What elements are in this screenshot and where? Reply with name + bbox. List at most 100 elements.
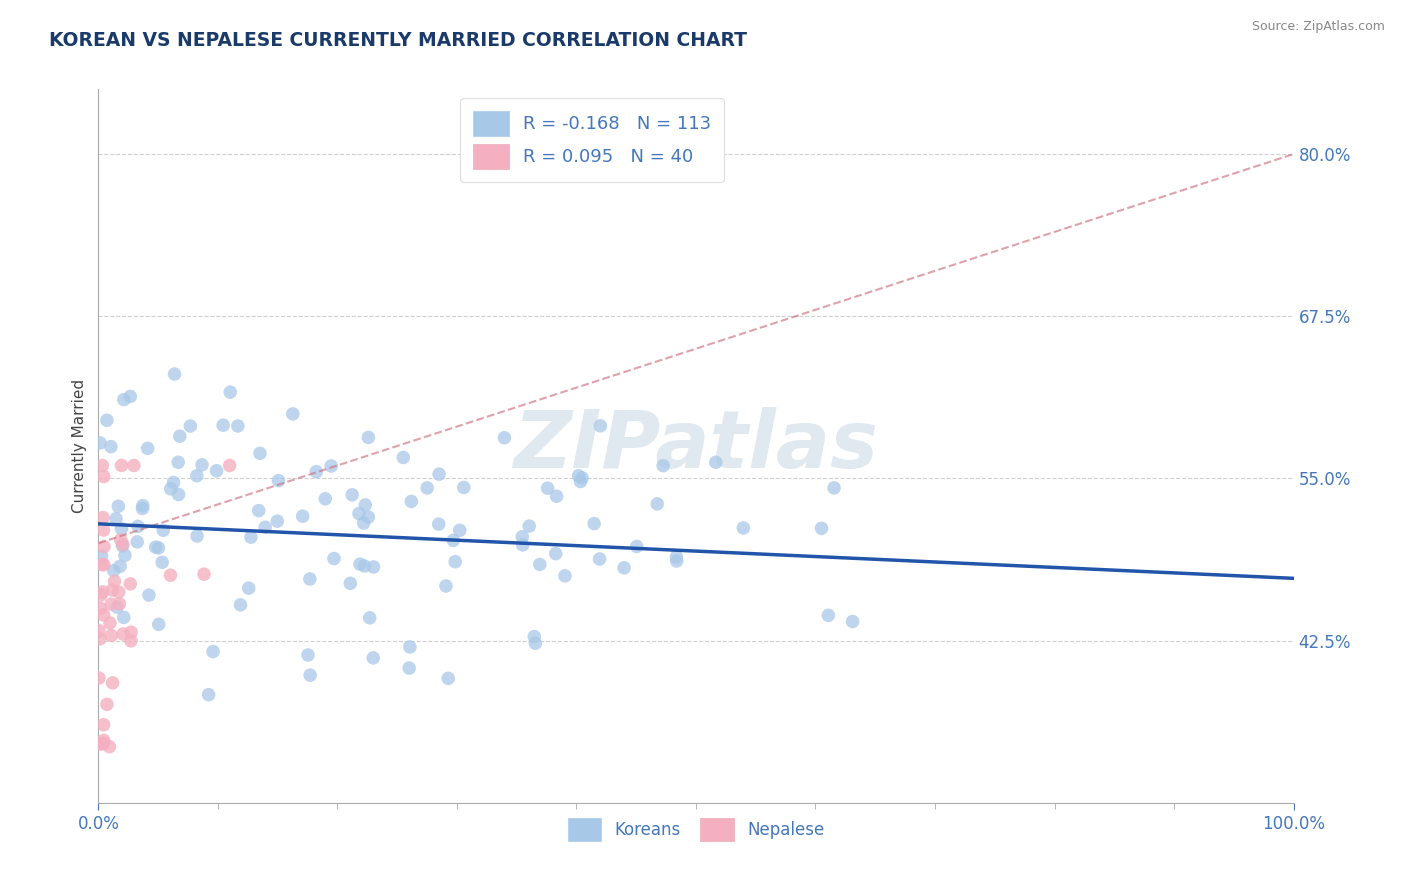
Point [89,436,111,450]
Point [359,611,381,625]
Point [321,458,343,473]
Point [120,633,142,648]
Point [193,567,215,582]
Point [444,555,467,569]
Point [817,608,839,623]
Point [89,601,111,615]
Point [87,671,110,685]
Point [398,661,420,675]
Point [91,458,114,473]
Point [583,516,606,531]
Point [546,489,568,503]
Point [434,579,457,593]
Point [93,733,115,747]
Point [112,610,135,624]
Point [120,389,142,403]
Point [427,517,450,532]
Point [159,482,181,496]
Point [89,632,111,646]
Point [536,481,558,495]
Point [202,644,225,658]
Point [510,530,533,544]
Point [733,521,755,535]
Text: KOREAN VS NEPALESE CURRENTLY MARRIED CORRELATION CHART: KOREAN VS NEPALESE CURRENTLY MARRIED COR… [49,31,747,50]
Point [281,407,304,421]
Point [179,419,201,434]
Point [569,475,592,489]
Point [665,549,688,564]
Point [150,555,173,569]
Point [266,514,288,528]
Point [96,698,118,712]
Point [416,481,439,495]
Point [93,736,115,750]
Point [524,636,547,650]
Point [238,581,260,595]
Point [523,630,546,644]
Point [101,582,124,597]
Point [314,491,336,506]
Point [93,558,115,572]
Point [363,560,385,574]
Point [98,739,121,754]
Point [645,497,668,511]
Point [298,572,321,586]
Point [91,510,114,524]
Point [229,598,252,612]
Point [103,564,125,578]
Point [453,480,475,494]
Point [427,467,450,482]
Point [110,533,132,547]
Point [357,430,380,444]
Point [108,559,131,574]
Point [441,533,464,548]
Point [186,468,208,483]
Point [529,558,551,572]
Point [197,688,219,702]
Point [305,465,328,479]
Point [101,676,124,690]
Point [169,429,191,443]
Point [111,537,134,551]
Point [91,558,114,572]
Point [353,559,375,574]
Point [589,418,612,433]
Point [218,458,240,473]
Point [249,446,271,460]
Point [100,440,122,454]
Point [132,499,155,513]
Point [152,523,174,537]
Point [110,522,132,536]
Point [111,539,134,553]
Point [512,538,534,552]
Point [449,523,471,537]
Point [665,554,688,568]
Point [823,481,845,495]
Point [626,540,648,554]
Point [191,458,214,472]
Point [167,455,190,469]
Point [120,577,142,591]
Point [148,617,170,632]
Point [652,458,675,473]
Point [87,624,110,638]
Point [254,520,277,534]
Point [297,648,319,662]
Text: Source: ZipAtlas.com: Source: ZipAtlas.com [1251,20,1385,33]
Point [148,541,170,555]
Point [122,458,145,473]
Point [104,512,127,526]
Text: ZIPatlas: ZIPatlas [513,407,879,485]
Point [100,597,122,611]
Point [361,651,384,665]
Point [212,418,235,433]
Point [291,509,314,524]
Point [267,474,290,488]
Point [120,625,142,640]
Point [108,597,131,611]
Point [90,588,112,602]
Point [112,392,135,407]
Point [323,551,346,566]
Point [588,552,610,566]
Point [544,547,567,561]
